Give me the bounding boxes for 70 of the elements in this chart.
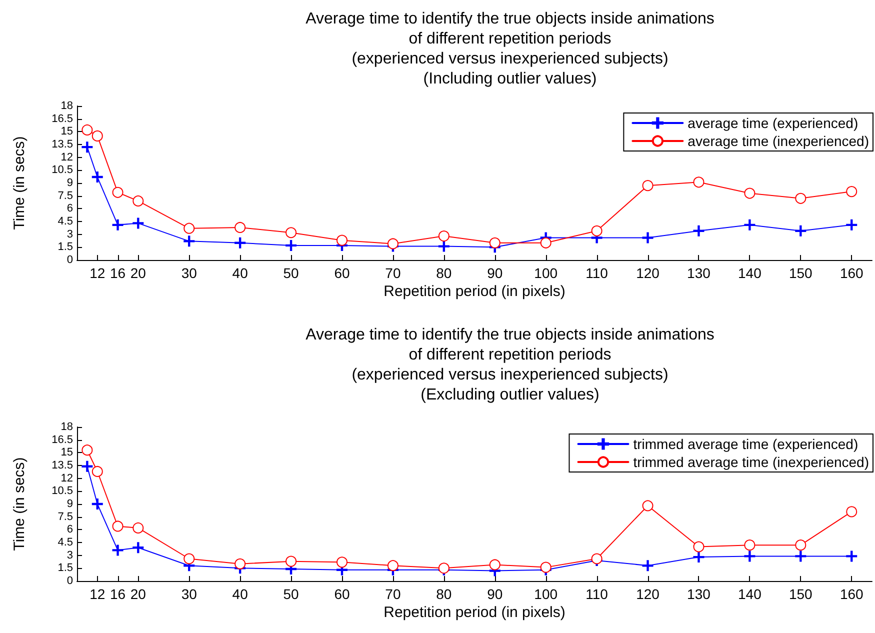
x-tick-label: 70 bbox=[385, 265, 401, 281]
y-tick-label: 7.5 bbox=[58, 190, 73, 202]
y-tick-label: 1.5 bbox=[58, 241, 73, 254]
y-tick-label: 3 bbox=[66, 549, 73, 562]
y-tick-label: 4.5 bbox=[58, 536, 73, 548]
y-tick-label: 4.5 bbox=[58, 216, 73, 228]
y-tick-label: 12 bbox=[60, 151, 73, 164]
y-tick-label: 10.5 bbox=[52, 485, 73, 498]
x-tick-label: 160 bbox=[840, 265, 864, 281]
y-tick-label: 7.5 bbox=[58, 510, 73, 523]
x-tick-label: 160 bbox=[840, 586, 864, 602]
x-tick-label: 50 bbox=[283, 586, 300, 602]
x-tick-label: 20 bbox=[130, 586, 146, 602]
legend-label: trimmed average time (inexperienced) bbox=[633, 454, 869, 470]
y-tick-label: 0 bbox=[66, 575, 73, 587]
y-tick-label: 12 bbox=[60, 472, 73, 484]
y-axis-title: Time (in secs) bbox=[11, 136, 28, 230]
x-tick-label: 120 bbox=[636, 586, 660, 602]
legend-label: average time (inexperienced) bbox=[688, 133, 870, 149]
y-tick-label: 10.5 bbox=[52, 164, 73, 176]
x-tick-label: 130 bbox=[687, 586, 711, 602]
x-tick-label: 100 bbox=[534, 586, 558, 602]
y-tick-label: 0 bbox=[66, 254, 73, 266]
x-tick-label: 12 bbox=[90, 265, 106, 281]
x-tick-label: 30 bbox=[181, 265, 198, 281]
y-tick-label: 9 bbox=[66, 177, 73, 189]
x-tick-label: 100 bbox=[534, 265, 558, 281]
y-tick-label: 18 bbox=[60, 421, 73, 433]
x-tick-label: 60 bbox=[334, 265, 350, 281]
x-tick-label: 150 bbox=[788, 586, 813, 602]
x-tick-label: 30 bbox=[181, 586, 198, 602]
x-tick-label: 50 bbox=[283, 265, 300, 281]
y-tick-label: 13.5 bbox=[52, 460, 73, 472]
x-tick-label: 16 bbox=[110, 586, 126, 602]
x-tick-label: 80 bbox=[436, 265, 452, 281]
y-tick-label: 18 bbox=[60, 100, 73, 112]
x-axis-title: Repetition period (in pixels) bbox=[384, 604, 566, 621]
x-tick-label: 40 bbox=[232, 265, 248, 281]
y-tick-label: 9 bbox=[66, 498, 73, 510]
y-tick-label: 3 bbox=[66, 228, 73, 240]
x-tick-label: 12 bbox=[90, 586, 106, 602]
legend-label: trimmed average time (experienced) bbox=[633, 436, 858, 452]
y-tick-label: 16.5 bbox=[52, 112, 73, 125]
y-tick-label: 13.5 bbox=[52, 138, 73, 150]
x-tick-label: 16 bbox=[110, 265, 126, 281]
x-tick-label: 60 bbox=[334, 586, 350, 602]
x-axis-title: Repetition period (in pixels) bbox=[384, 283, 566, 300]
x-tick-label: 90 bbox=[487, 265, 503, 281]
x-tick-label: 90 bbox=[487, 586, 503, 602]
y-tick-label: 15 bbox=[60, 126, 73, 138]
y-tick-label: 6 bbox=[66, 524, 73, 536]
x-tick-label: 140 bbox=[738, 265, 762, 281]
x-tick-label: 110 bbox=[586, 586, 608, 602]
y-axis-title: Time (in secs) bbox=[11, 457, 28, 551]
x-tick-label: 110 bbox=[586, 265, 608, 281]
x-tick-label: 40 bbox=[232, 586, 248, 602]
x-tick-label: 20 bbox=[130, 265, 146, 281]
y-tick-label: 1.5 bbox=[58, 562, 73, 574]
x-tick-label: 120 bbox=[636, 265, 660, 281]
x-tick-label: 130 bbox=[687, 265, 711, 281]
x-tick-label: 80 bbox=[436, 586, 452, 602]
x-tick-label: 70 bbox=[385, 586, 401, 602]
legend-label: average time (experienced) bbox=[688, 115, 858, 131]
chart-title: Average time to identify the true objects inside animations of different repetition periods (experienced versus inexperienced subjects) (Including outlier values) bbox=[306, 10, 714, 88]
y-tick-label: 16.5 bbox=[52, 434, 73, 446]
chart-title: Average time to identify the true objects inside animations of different repetition periods (experienced versus inexperienced subjects) (Excluding outlier values) bbox=[306, 326, 714, 404]
x-tick-label: 140 bbox=[738, 586, 762, 602]
x-tick-label: 150 bbox=[788, 265, 813, 281]
y-tick-label: 15 bbox=[60, 446, 73, 459]
y-tick-label: 6 bbox=[66, 202, 73, 215]
